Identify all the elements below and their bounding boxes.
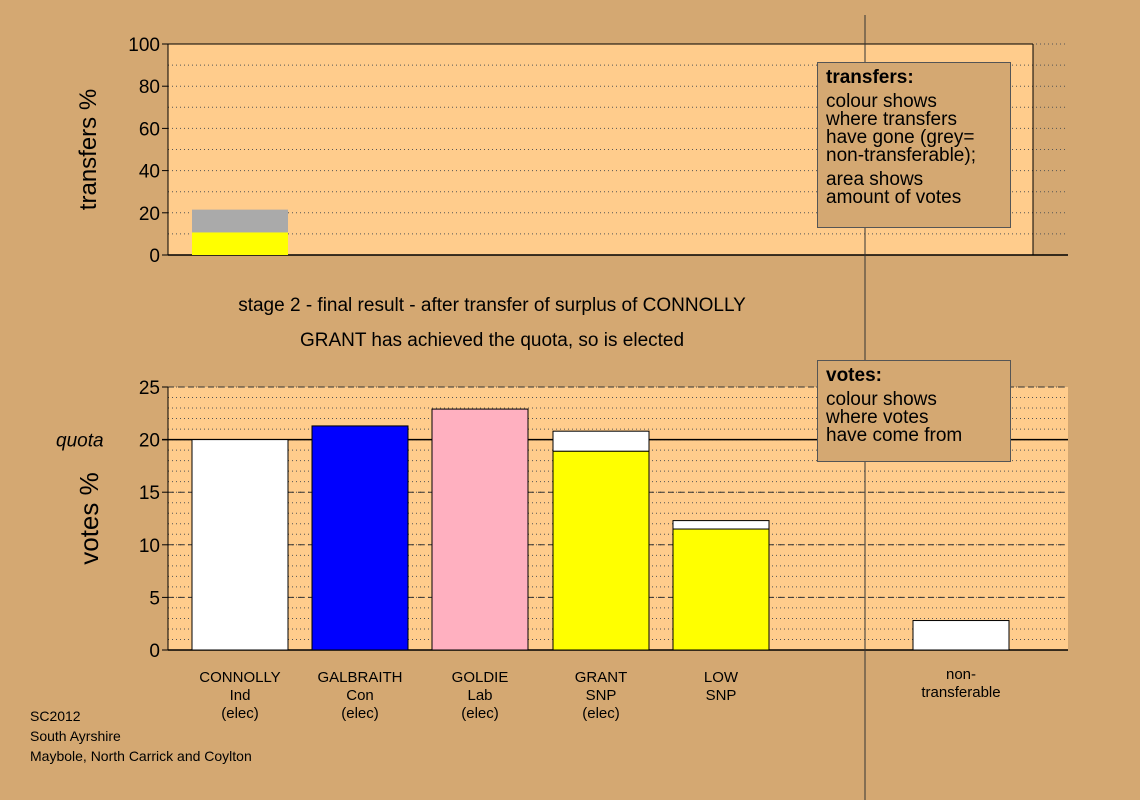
candidate-label: CONNOLLY	[199, 669, 280, 686]
bar-segment	[552, 430, 650, 452]
candidate-label: GRANT	[575, 669, 628, 686]
stage-caption: stage 2 - final result - after transfer …	[238, 295, 746, 316]
quota-label: quota	[56, 431, 104, 452]
y-axis-label: transfers %	[75, 89, 102, 210]
bar-segment	[672, 528, 770, 651]
y-tick-label: 25	[139, 378, 160, 399]
votes-legend-title: votes:	[826, 365, 882, 386]
candidate-label: GALBRAITH	[317, 669, 402, 686]
transfers-legend-text: area shows amount of votes	[826, 169, 962, 208]
candidate-label: LOW	[704, 669, 739, 686]
transfers-legend: transfers: colour shows where transfers …	[817, 62, 1011, 228]
candidate-label: Ind	[230, 687, 251, 704]
y-tick-label: 10	[139, 536, 160, 557]
candidate-label: (elec)	[221, 705, 259, 722]
candidate-label: (elec)	[582, 705, 620, 722]
candidate-label: SNP	[586, 687, 617, 704]
y-tick-label: 40	[139, 162, 160, 183]
bar-segment	[912, 620, 1010, 651]
votes-legend-text: colour shows where votes have come from	[826, 389, 963, 446]
bar-segment	[552, 450, 650, 651]
bar-segment	[431, 408, 529, 651]
footer-ward: Maybole, North Carrick and Coylton	[30, 748, 252, 764]
candidate-label: (elec)	[341, 705, 379, 722]
y-tick-label: 20	[139, 431, 160, 452]
candidate-label: Con	[346, 687, 374, 704]
transfers-legend-title: transfers:	[826, 67, 914, 88]
footer: SC2012 South Ayrshire Maybole, North Car…	[30, 706, 252, 766]
votes-legend: votes: colour shows where votes have com…	[817, 360, 1011, 462]
candidate-label: GOLDIE	[452, 669, 509, 686]
y-tick-label: 100	[128, 35, 160, 56]
candidate-label: transferable	[921, 684, 1000, 701]
candidate-label: (elec)	[461, 705, 499, 722]
y-tick-label: 5	[149, 588, 160, 609]
candidate-label: SNP	[706, 687, 737, 704]
footer-election: SC2012	[30, 708, 81, 724]
y-tick-label: 15	[139, 483, 160, 504]
bar-segment	[672, 520, 770, 530]
y-tick-label: 60	[139, 119, 160, 140]
y-tick-label: 20	[139, 204, 160, 225]
result-caption: GRANT has achieved the quota, so is elec…	[299, 330, 685, 351]
bar-segment	[311, 425, 409, 651]
bar-segment	[191, 439, 289, 651]
candidate-label: non-	[946, 666, 976, 683]
bar-segment	[192, 209, 288, 233]
candidate-label: Lab	[467, 687, 492, 704]
y-tick-label: 0	[149, 641, 160, 662]
y-axis-label: votes %	[74, 472, 104, 565]
footer-council: South Ayrshire	[30, 728, 121, 744]
candidate-labels: CONNOLLYInd(elec)GALBRAITHCon(elec)GOLDI…	[199, 666, 1000, 722]
bar-segment	[192, 232, 288, 255]
y-tick-label: 80	[139, 77, 160, 98]
y-tick-label: 0	[149, 246, 160, 267]
transfers-legend-text: colour shows where transfers have gone (…	[826, 91, 976, 166]
